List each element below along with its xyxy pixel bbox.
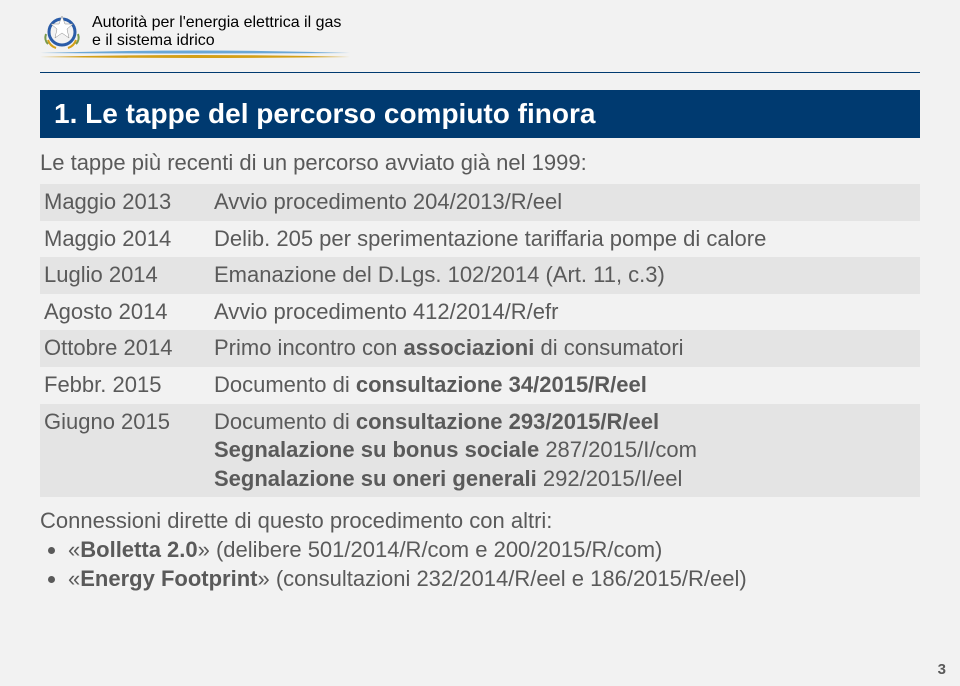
timeline-text: Avvio procedimento 412/2014/R/efr: [210, 294, 920, 331]
footnote-list: «Bolletta 2.0» (delibere 501/2014/R/com …: [68, 536, 920, 593]
timeline-text: Documento di consultazione 293/2015/R/ee…: [210, 404, 920, 498]
timeline-date: Giugno 2015: [40, 404, 210, 498]
timeline-date: Maggio 2013: [40, 184, 210, 221]
authority-name: Autorità per l'energia elettrica il gas …: [92, 14, 341, 49]
timeline-date: Maggio 2014: [40, 221, 210, 258]
timeline-text: Emanazione del D.Lgs. 102/2014 (Art. 11,…: [210, 257, 920, 294]
header-rule: [40, 72, 920, 73]
slide-content: 1. Le tappe del percorso compiuto finora…: [40, 90, 920, 593]
page-number: 3: [938, 661, 946, 678]
timeline-text: Documento di consultazione 34/2015/R/eel: [210, 367, 920, 404]
slide-subtitle: Le tappe più recenti di un percorso avvi…: [40, 150, 920, 176]
list-item: «Bolletta 2.0» (delibere 501/2014/R/com …: [68, 536, 920, 565]
footnote-block: Connessioni dirette di questo procedimen…: [40, 507, 920, 593]
table-row: Luglio 2014Emanazione del D.Lgs. 102/201…: [40, 257, 920, 294]
table-row: Ottobre 2014Primo incontro con associazi…: [40, 330, 920, 367]
table-row: Giugno 2015Documento di consultazione 29…: [40, 404, 920, 498]
timeline-date: Febbr. 2015: [40, 367, 210, 404]
authority-line1: Autorità per l'energia elettrica il gas: [92, 14, 341, 32]
timeline-date: Luglio 2014: [40, 257, 210, 294]
timeline-table: Maggio 2013Avvio procedimento 204/2013/R…: [40, 184, 920, 497]
authority-line2: e il sistema idrico: [92, 32, 341, 50]
swoosh-icon: [40, 50, 350, 60]
timeline-date: Agosto 2014: [40, 294, 210, 331]
timeline-text: Avvio procedimento 204/2013/R/eel: [210, 184, 920, 221]
table-row: Maggio 2014Delib. 205 per sperimentazion…: [40, 221, 920, 258]
list-item: «Energy Footprint» (consultazioni 232/20…: [68, 565, 920, 594]
timeline-text: Delib. 205 per sperimentazione tariffari…: [210, 221, 920, 258]
italian-emblem-icon: [40, 10, 84, 54]
table-row: Agosto 2014Avvio procedimento 412/2014/R…: [40, 294, 920, 331]
table-row: Febbr. 2015Documento di consultazione 34…: [40, 367, 920, 404]
table-row: Maggio 2013Avvio procedimento 204/2013/R…: [40, 184, 920, 221]
slide-title: 1. Le tappe del percorso compiuto finora: [40, 90, 920, 138]
timeline-date: Ottobre 2014: [40, 330, 210, 367]
timeline-text: Primo incontro con associazioni di consu…: [210, 330, 920, 367]
footnote-lead: Connessioni dirette di questo procedimen…: [40, 507, 920, 536]
